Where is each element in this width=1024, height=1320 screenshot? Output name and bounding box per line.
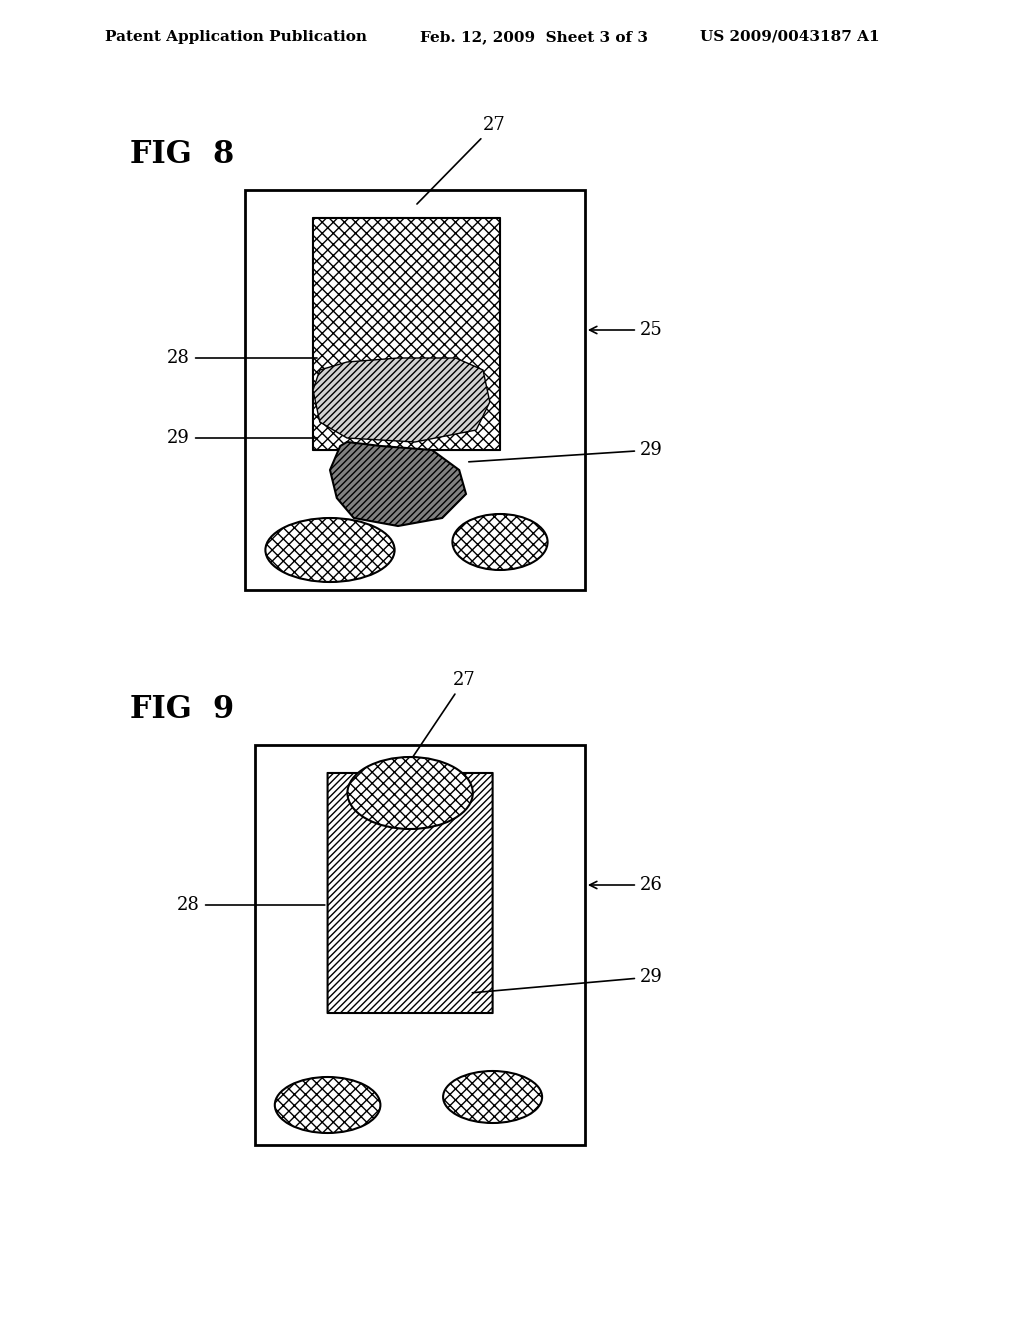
FancyBboxPatch shape — [313, 218, 500, 450]
Text: FIG  9: FIG 9 — [130, 694, 234, 725]
Ellipse shape — [443, 1071, 542, 1123]
FancyBboxPatch shape — [328, 774, 493, 1012]
Text: Feb. 12, 2009  Sheet 3 of 3: Feb. 12, 2009 Sheet 3 of 3 — [420, 30, 648, 44]
Text: 28: 28 — [167, 348, 317, 367]
Polygon shape — [330, 442, 466, 525]
Text: Patent Application Publication: Patent Application Publication — [105, 30, 367, 44]
Ellipse shape — [453, 513, 548, 570]
Text: 29: 29 — [167, 429, 317, 447]
Text: 27: 27 — [412, 671, 476, 759]
Text: FIG  8: FIG 8 — [130, 139, 234, 170]
Text: US 2009/0043187 A1: US 2009/0043187 A1 — [700, 30, 880, 44]
Text: 29: 29 — [469, 441, 663, 462]
Text: 26: 26 — [590, 876, 663, 894]
Polygon shape — [313, 358, 489, 442]
Text: 25: 25 — [590, 321, 663, 339]
Ellipse shape — [265, 517, 394, 582]
Bar — [255, 744, 585, 1144]
Ellipse shape — [274, 1077, 380, 1133]
Text: 27: 27 — [417, 116, 506, 205]
Text: 29: 29 — [472, 968, 663, 993]
Ellipse shape — [347, 756, 473, 829]
Text: 28: 28 — [177, 896, 325, 913]
Bar — [245, 190, 585, 590]
